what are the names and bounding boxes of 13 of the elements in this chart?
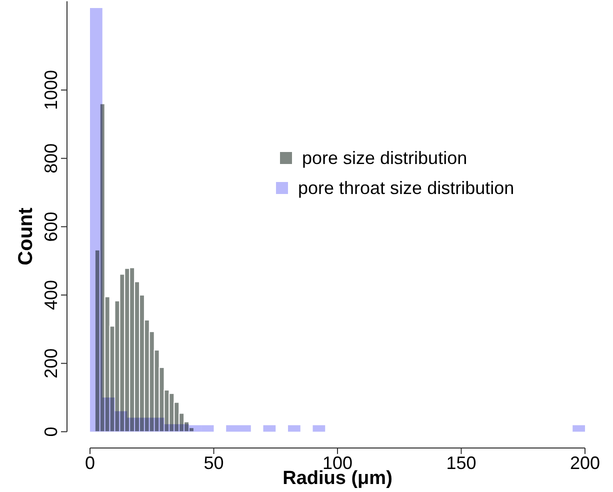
- x-tick-label: 200: [570, 453, 600, 473]
- x-tick-label: 0: [84, 453, 96, 473]
- y-tick-label: 200: [41, 348, 61, 378]
- y-tick-label: 0: [41, 426, 61, 437]
- legend-label: pore throat size distribution: [298, 178, 514, 198]
- y-tick-label: 400: [41, 280, 61, 310]
- y-tick-label: 800: [41, 143, 61, 174]
- legend-label: pore size distribution: [302, 148, 468, 168]
- y-tick-label: 600: [41, 212, 61, 242]
- x-tick-label: 150: [446, 453, 476, 473]
- y-tick-label: 1000: [41, 70, 61, 110]
- y-axis-title: Count: [15, 207, 37, 266]
- x-tick-label: 50: [204, 453, 224, 473]
